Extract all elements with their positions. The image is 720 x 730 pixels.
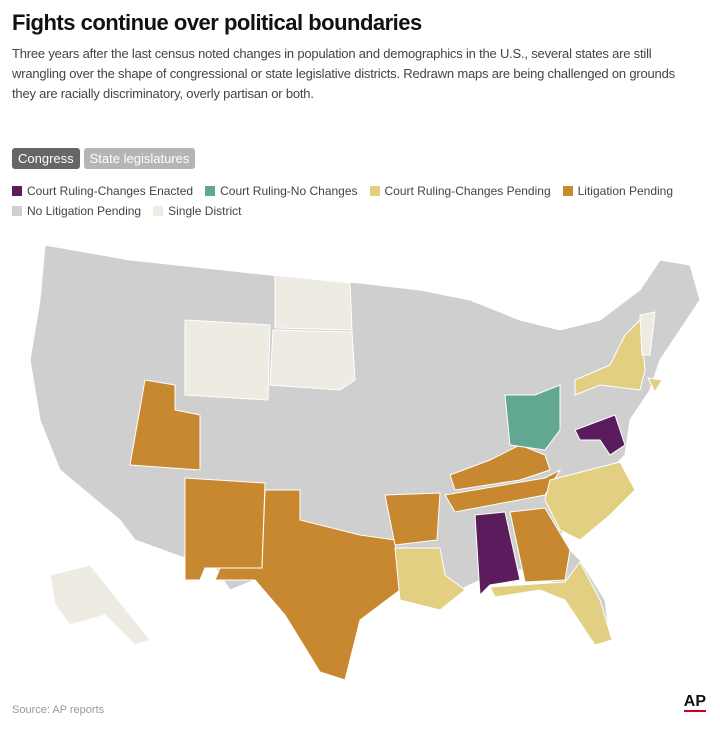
- legend-swatch: [12, 186, 22, 196]
- legend-item: Court Ruling-Changes Enacted: [12, 184, 193, 198]
- tab[interactable]: State legislatures: [83, 148, 196, 169]
- state: [449, 444, 551, 491]
- legend-swatch: [369, 186, 380, 196]
- legend-label: No Litigation Pending: [27, 204, 142, 218]
- state: [394, 547, 466, 611]
- legend-item: Court Ruling-No Changes: [205, 184, 358, 198]
- alaska: [49, 564, 151, 646]
- state: [214, 489, 401, 681]
- state: [574, 414, 626, 456]
- state: [474, 511, 521, 597]
- state: [489, 561, 613, 646]
- title: Fights continue over political boundarie…: [12, 10, 422, 35]
- source: Source: AP reports: [12, 704, 105, 716]
- state: [647, 377, 663, 394]
- state: [184, 477, 266, 581]
- state: [184, 319, 271, 401]
- state: [504, 384, 561, 451]
- legend-label: Court Ruling-Changes Enacted: [27, 184, 194, 198]
- legend-swatch: [205, 186, 216, 196]
- legend-label: Litigation Pending: [577, 184, 674, 198]
- state: [384, 492, 441, 546]
- state: [509, 507, 571, 583]
- legend-swatch: [12, 206, 22, 216]
- tab[interactable]: Congress: [12, 148, 80, 169]
- state: [274, 274, 353, 331]
- state: [544, 461, 636, 541]
- legend-label: Single District: [168, 204, 242, 218]
- legend-label: Court Ruling-No Changes: [220, 184, 358, 198]
- subtitle: Three years after the last census noted …: [12, 46, 675, 101]
- legend: Court Ruling-Changes Enacted Court Ruling…: [12, 184, 702, 218]
- legend-item: Court Ruling-Changes Pending: [369, 184, 551, 198]
- state: [129, 379, 201, 471]
- state: [574, 318, 646, 396]
- state: [269, 329, 356, 391]
- legend-swatch: [153, 206, 164, 216]
- legend-item: Single District: [153, 204, 241, 218]
- legend-label: Court Ruling-Changes Pending: [384, 184, 551, 198]
- tabs: Congress State legislatures: [12, 148, 196, 169]
- state: [639, 311, 656, 356]
- legend-item: Litigation Pending: [562, 184, 674, 198]
- logo: AP: [683, 693, 706, 712]
- legend-swatch: [562, 186, 573, 196]
- legend-item: No Litigation Pending: [12, 204, 141, 218]
